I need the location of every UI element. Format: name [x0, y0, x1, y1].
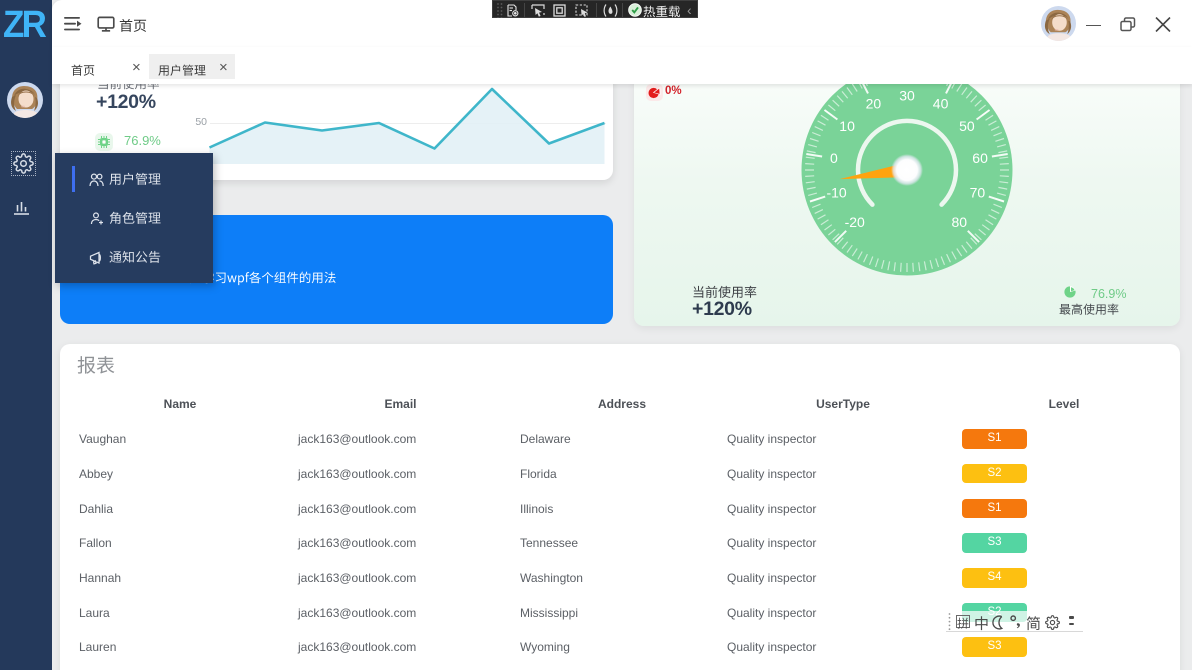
- svg-text:-10: -10: [826, 184, 846, 200]
- svg-text:50: 50: [959, 118, 975, 134]
- svg-text:80: 80: [952, 214, 968, 230]
- svg-text:30: 30: [899, 88, 915, 104]
- svg-text:60: 60: [972, 150, 988, 166]
- svg-text:10: 10: [839, 118, 855, 134]
- svg-text:70: 70: [970, 184, 986, 200]
- svg-text:40: 40: [933, 96, 949, 112]
- svg-text:20: 20: [866, 96, 882, 112]
- svg-text:-20: -20: [845, 214, 865, 230]
- svg-text:0: 0: [830, 150, 838, 166]
